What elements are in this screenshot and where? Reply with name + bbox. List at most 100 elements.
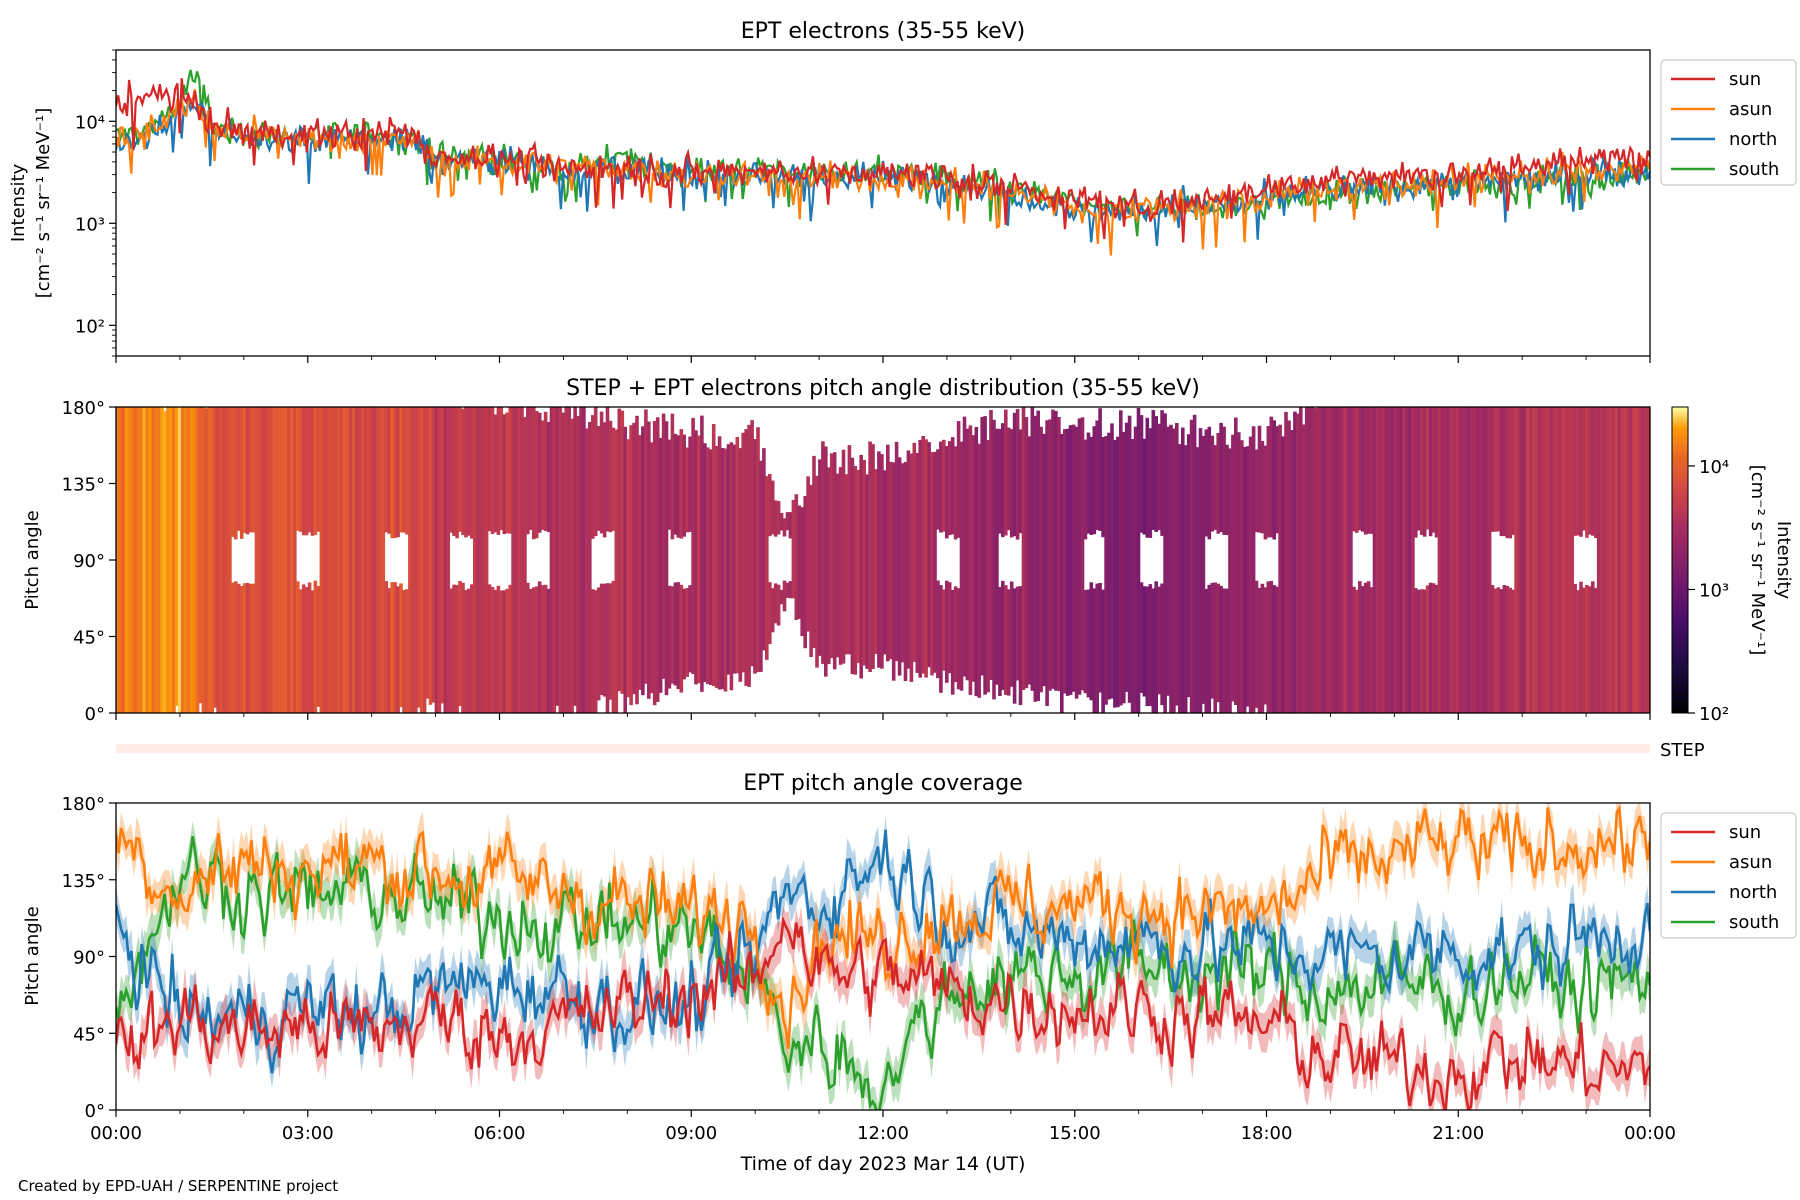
heatmap-column <box>1620 407 1625 560</box>
heatmap-column <box>1098 408 1102 531</box>
heatmap-column <box>711 424 716 560</box>
heatmap-column <box>1207 426 1212 540</box>
heatmap-column <box>169 407 173 560</box>
heatmap-column <box>1573 407 1577 536</box>
heatmap-column <box>1145 586 1150 707</box>
heatmap-column <box>396 586 400 713</box>
heatmap-column <box>231 582 235 713</box>
heatmap-column <box>883 470 887 560</box>
heatmap-column <box>1095 583 1099 713</box>
heatmap-column <box>729 560 734 691</box>
heatmap-column <box>1299 560 1303 713</box>
heatmap-column <box>1192 560 1197 713</box>
heatmap-column <box>582 407 586 560</box>
heatmap-column <box>116 407 120 560</box>
heatmap-column <box>1228 560 1232 713</box>
heatmap-column <box>1537 560 1542 713</box>
heatmap-column <box>1254 449 1259 533</box>
heatmap-column <box>1493 407 1498 532</box>
heatmap-column <box>1266 581 1271 713</box>
heatmap-column <box>962 560 967 677</box>
heatmap-column <box>478 407 483 560</box>
heatmap-column <box>838 560 843 665</box>
heatmap-column <box>865 474 869 560</box>
heatmap-column <box>1473 407 1477 560</box>
heatmap-column <box>732 444 737 560</box>
heatmap-column <box>983 560 987 695</box>
heatmap-column <box>405 407 409 535</box>
heatmap-column <box>316 585 321 707</box>
heatmap-column <box>847 560 852 655</box>
heatmap-column <box>357 560 362 713</box>
heatmap-column <box>532 407 536 540</box>
heatmap-column <box>414 560 418 713</box>
heatmap-column <box>1393 407 1397 560</box>
heatmap-column <box>806 476 810 560</box>
heatmap-column <box>1024 417 1029 560</box>
heatmap-column <box>514 407 518 560</box>
heatmap-column <box>1579 407 1583 537</box>
heatmap-column <box>543 411 548 531</box>
heatmap-column <box>1195 447 1200 560</box>
panel3-series-sun <box>116 915 1650 1110</box>
heatmap-column <box>1564 407 1569 560</box>
heatmap-column <box>841 449 846 560</box>
heatmap-column <box>1425 585 1430 713</box>
heatmap-column <box>1591 581 1595 713</box>
heatmap-column <box>1378 407 1383 560</box>
heatmap-column <box>192 407 197 560</box>
heatmap-column <box>1160 583 1164 706</box>
panel1-xticks <box>115 356 1651 363</box>
heatmap-column <box>322 407 327 560</box>
heatmap-column <box>1511 407 1515 535</box>
heatmap-column <box>599 411 604 534</box>
heatmap-column <box>1077 418 1082 560</box>
heatmap-column <box>965 560 970 681</box>
heatmap-column <box>1290 430 1294 560</box>
heatmap-column <box>526 407 530 535</box>
heatmap-column <box>1422 407 1427 537</box>
heatmap-column <box>638 560 642 690</box>
heatmap-column <box>596 426 601 531</box>
heatmap-column <box>1543 560 1548 713</box>
heatmap-column <box>1275 586 1279 713</box>
heatmap-column <box>1169 424 1173 560</box>
heatmap-column <box>1529 407 1533 560</box>
heatmap-column <box>762 448 766 560</box>
heatmap-column <box>1210 582 1215 699</box>
heatmap-column <box>532 587 536 713</box>
heatmap-column <box>776 501 781 535</box>
heatmap-column <box>1154 581 1158 713</box>
heatmap-column <box>1063 429 1067 560</box>
heatmap-column <box>1172 428 1176 560</box>
heatmap-column <box>461 582 465 713</box>
heatmap-column <box>593 590 598 713</box>
heatmap-column <box>965 428 970 560</box>
heatmap-column <box>1523 560 1527 713</box>
heatmap-column <box>980 560 984 676</box>
heatmap-column <box>1133 560 1138 713</box>
ytick-label: 90° <box>73 948 105 969</box>
heatmap-column <box>791 499 796 560</box>
heatmap-column <box>1632 407 1636 560</box>
heatmap-column <box>290 560 294 713</box>
heatmap-column <box>502 590 507 713</box>
heatmap-column <box>523 560 527 713</box>
heatmap-column <box>1340 407 1344 560</box>
heatmap-column <box>632 560 636 695</box>
heatmap-column <box>419 560 424 713</box>
heatmap-column <box>602 422 607 538</box>
heatmap-column <box>343 560 347 713</box>
heatmap-column <box>1060 433 1064 560</box>
heatmap-column <box>1567 407 1571 560</box>
heatmap-column <box>408 407 412 560</box>
heatmap-column <box>1422 589 1427 713</box>
heatmap-column <box>1481 560 1486 713</box>
heatmap-column <box>260 407 265 560</box>
heatmap-column <box>1248 436 1253 560</box>
heatmap-column <box>552 407 557 560</box>
heatmap-column <box>608 583 613 700</box>
heatmap-column <box>517 560 521 713</box>
heatmap-column <box>1307 407 1312 560</box>
legend-label-south: south <box>1729 912 1779 933</box>
